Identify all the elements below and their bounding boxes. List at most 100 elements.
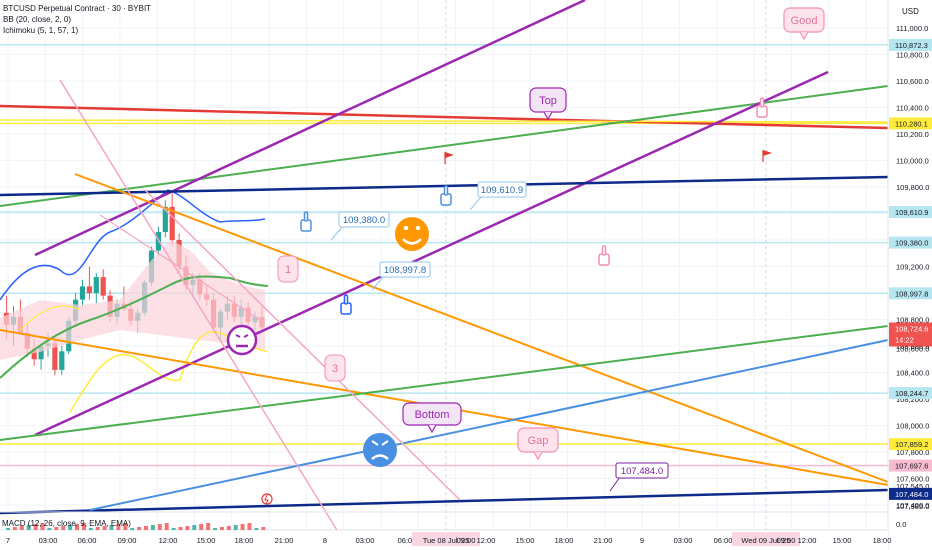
orange-downtrend-line-upper[interactable] <box>74 173 889 483</box>
time-tick-label: 15:00 <box>516 536 535 545</box>
symbol-title[interactable]: BTCUSD Perpetual Contract · 30 · BYBIT <box>3 4 152 13</box>
price-level-label-bg <box>889 487 932 500</box>
neutral-face-circle <box>226 324 258 356</box>
top-callout[interactable]: Top <box>529 87 567 121</box>
purple-channel-upper-line[interactable] <box>34 0 586 257</box>
candle-body[interactable] <box>162 206 168 233</box>
flag-cloth <box>445 152 454 158</box>
macd-histogram-bar <box>26 525 31 530</box>
macd-histogram-bar <box>261 527 266 530</box>
candle-body[interactable] <box>38 346 44 360</box>
price-tick-label: 110,800.0 <box>896 51 929 60</box>
ichimoku-kijun-line <box>19 305 81 331</box>
macd-histogram-bar <box>88 528 93 530</box>
candle-body[interactable] <box>52 343 58 370</box>
price-tick-label: 108,600.0 <box>896 344 929 353</box>
current-price-badge[interactable] <box>889 322 932 347</box>
macd-histogram-bar <box>157 524 162 530</box>
time-tick-label: 03:00 <box>674 536 693 545</box>
lightning-marker-icon[interactable] <box>261 493 273 505</box>
flag-icon[interactable] <box>762 150 772 162</box>
price-level-label: 110,280.1 <box>895 119 928 128</box>
angry-face-icon[interactable] <box>363 433 397 467</box>
angry-face-mouth <box>371 454 389 460</box>
bb-indicator-label[interactable]: BB (20, close, 2, 0) <box>3 15 72 24</box>
candle-body[interactable] <box>59 351 65 370</box>
flag-icon[interactable] <box>444 152 454 164</box>
smile-eye-left <box>403 225 409 231</box>
price-tick-label: 108,000.0 <box>896 422 929 431</box>
gap-callout[interactable]: Gap <box>517 427 559 461</box>
macd-pane <box>0 511 888 530</box>
green-upper-trend-line[interactable] <box>0 85 889 207</box>
time-tick-label: 12:00 <box>477 536 496 545</box>
price-level-label-bg <box>889 38 932 51</box>
price-tick-label: 107,600.0 <box>896 475 929 484</box>
navy-trend-line-lower[interactable] <box>0 488 889 515</box>
smile-eye-right <box>415 225 421 231</box>
note-109610-box <box>477 181 527 198</box>
hand-pointer-icon[interactable] <box>598 245 610 266</box>
macd-histogram-bar <box>240 524 245 530</box>
note-109610[interactable]: 109,610.9 <box>469 181 527 211</box>
macd-histogram-bar <box>185 526 190 530</box>
candle-body[interactable] <box>169 206 175 240</box>
pink-falling-line-2[interactable] <box>144 189 461 501</box>
wave-1-label[interactable]: 1 <box>277 255 299 283</box>
green-lower-trend-line[interactable] <box>0 325 889 441</box>
note-109380[interactable]: 109,380.0 <box>330 211 390 241</box>
macd-histogram-bar <box>81 523 86 530</box>
bottom-callout[interactable]: Bottom <box>402 402 462 434</box>
trend-lines <box>0 0 889 536</box>
price-level-label-bg <box>889 387 932 400</box>
price-tick-label: 109,800.0 <box>896 183 929 192</box>
hand-pointer-icon[interactable] <box>440 185 452 206</box>
candle-body[interactable] <box>93 277 99 293</box>
time-tick-label: 06:00 <box>398 536 417 545</box>
note-109610-text: 109,610.9 <box>481 185 523 196</box>
time-tick-label: 21:00 <box>594 536 613 545</box>
time-tick-label: 09:00 <box>457 536 476 545</box>
current-price-text: 108,724.6 <box>895 324 928 333</box>
price-level-label-bg <box>889 236 932 249</box>
date-badge-bg <box>412 532 480 546</box>
smile-face-icon[interactable] <box>395 217 429 251</box>
candle-body[interactable] <box>31 348 37 360</box>
hand-pointer-icon[interactable] <box>300 211 312 232</box>
note-107484-text: 107,484.0 <box>621 466 663 477</box>
hand-finger <box>343 294 349 305</box>
flag-cloth <box>763 150 772 156</box>
pink-falling-line-3[interactable] <box>99 214 261 321</box>
neutral-face-icon[interactable] <box>226 324 258 356</box>
hand-pointer-icon[interactable] <box>340 294 352 315</box>
time-tick-label: 12:00 <box>159 536 178 545</box>
note-107484[interactable]: 107,484.0 <box>609 462 669 492</box>
macd-indicator-label[interactable]: MACD (12, 26, close, 9, EMA, EMA) <box>2 519 131 528</box>
macd-histogram-bar <box>233 525 238 530</box>
time-tick-label: 06:00 <box>78 536 97 545</box>
hand-pointer-icon[interactable] <box>756 97 768 118</box>
macd-histogram-bar <box>137 527 142 530</box>
price-tick-label: 108,600.0 <box>896 342 929 351</box>
wave-1-label-box <box>277 255 299 283</box>
macd-histogram-bar <box>206 523 211 530</box>
blue-rising-trend-line[interactable] <box>89 339 889 511</box>
purple-channel-lower-line[interactable] <box>34 70 829 437</box>
yellow-level-line[interactable] <box>0 119 889 123</box>
ichimoku-indicator-label[interactable]: Ichimoku (5, 1, 57, 1) <box>3 26 79 35</box>
good-callout[interactable]: Good <box>783 7 825 41</box>
note-108997[interactable]: 108,997.8 <box>371 261 431 291</box>
macd-histogram-bar <box>61 526 66 530</box>
price-level-label: 108,997.8 <box>895 289 928 298</box>
wave-3-label[interactable]: 3 <box>324 354 346 382</box>
candle-body[interactable] <box>86 286 92 293</box>
candle-body[interactable] <box>79 286 86 300</box>
pink-falling-line-1[interactable] <box>59 79 341 536</box>
candle-body[interactable] <box>100 277 106 296</box>
red-resistance-line[interactable] <box>0 104 889 130</box>
price-level-label: 109,380.0 <box>895 239 928 248</box>
price-tick-label: 108,800.0 <box>896 316 929 325</box>
marker-bolt <box>264 494 269 505</box>
